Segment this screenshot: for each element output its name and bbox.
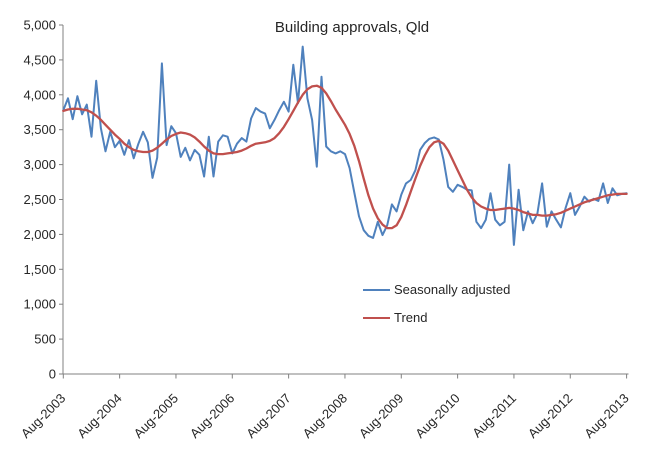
legend-swatch-seasonally-adjusted	[363, 288, 390, 291]
y-tick-label: 5,000	[23, 18, 56, 33]
series-line-seasonally-adjusted	[62, 45, 628, 246]
y-tick-label: 0	[49, 367, 56, 382]
legend-item-trend: Trend	[363, 309, 510, 326]
y-tick-label: 500	[34, 332, 56, 347]
y-tick-label: 1,500	[23, 262, 56, 277]
x-tick-label: Aug-2013	[581, 391, 631, 441]
x-tick-label: Aug-2012	[525, 391, 575, 441]
legend-label-seasonally-adjusted: Seasonally adjusted	[394, 282, 511, 297]
y-tick-label: 3,000	[23, 157, 56, 172]
y-tick-label: 2,500	[23, 192, 56, 207]
y-tick-label: 4,500	[23, 52, 56, 67]
y-tick-label: 2,000	[23, 227, 56, 242]
x-tick-label: Aug-2011	[469, 391, 519, 441]
y-tick-label: 1,000	[23, 297, 56, 312]
legend-item-seasonally-adjusted: Seasonally adjusted	[363, 281, 510, 298]
x-tick-label: Aug-2004	[74, 391, 124, 441]
x-tick-label: Aug-2005	[131, 391, 181, 441]
legend-swatch-trend	[363, 316, 390, 319]
y-tick-label: 4,000	[23, 87, 56, 102]
x-tick-label: Aug-2009	[356, 391, 406, 441]
x-tick-label: Aug-2008	[300, 391, 350, 441]
chart-title: Building approvals, Qld	[274, 19, 430, 36]
x-tick-label: Aug-2006	[187, 391, 237, 441]
y-tick-label: 3,500	[23, 122, 56, 137]
series-line-trend	[62, 84, 628, 230]
legend-label-trend: Trend	[394, 310, 428, 325]
x-tick-label: Aug-2010	[412, 391, 462, 441]
x-tick-label: Aug-2003	[18, 391, 68, 441]
x-tick-label: Aug-2007	[243, 391, 293, 441]
legend: Seasonally adjusted Trend	[363, 281, 510, 337]
